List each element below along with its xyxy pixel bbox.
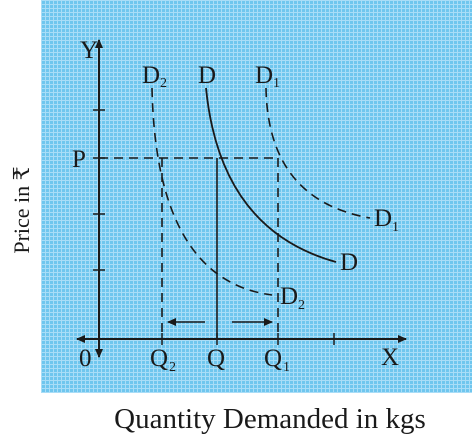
demand-curve-d xyxy=(205,87,337,263)
x-axis-title: Quantity Demanded in kgs xyxy=(114,403,426,435)
d1-end-subscript: 1 xyxy=(392,220,399,235)
d1-top-label: D xyxy=(255,62,273,89)
d2-top-subscript: 2 xyxy=(160,76,167,91)
d1-end-label: D xyxy=(374,205,392,232)
demand-curve-d1 xyxy=(265,87,371,219)
x-axis-letter: X xyxy=(381,344,399,371)
d2-end-label: D xyxy=(280,283,298,310)
q-label: Q xyxy=(207,345,225,372)
demand-curve-d2 xyxy=(151,87,273,296)
q2-label: Q xyxy=(150,345,168,372)
d-top-label: D xyxy=(198,62,216,89)
origin-label: 0 xyxy=(79,345,92,372)
y-axis-title: Price in ₹ xyxy=(9,166,34,253)
d1-top-subscript: 1 xyxy=(273,76,280,91)
d2-top-label: D xyxy=(142,62,160,89)
d-end-label: D xyxy=(340,249,358,276)
grid-background xyxy=(41,0,472,393)
q1-label: Q xyxy=(264,345,282,372)
y-axis-letter: Y xyxy=(80,37,98,64)
q2-subscript: 2 xyxy=(169,360,176,375)
q1-subscript: 1 xyxy=(283,360,290,375)
price-label: P xyxy=(72,146,86,173)
d2-end-subscript: 2 xyxy=(298,298,305,313)
